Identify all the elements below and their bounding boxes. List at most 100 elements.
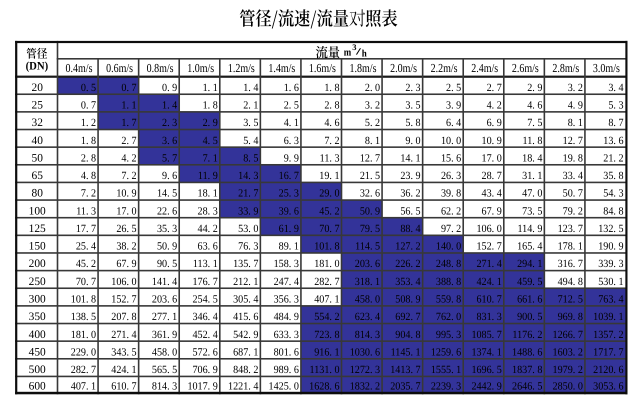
svg-text:2442. 9: 2442. 9 (471, 381, 502, 393)
svg-text:88. 4: 88. 4 (400, 223, 421, 235)
svg-text:67. 9: 67. 9 (116, 258, 137, 270)
svg-text:33. 9: 33. 9 (238, 205, 259, 217)
svg-text:400: 400 (29, 329, 46, 341)
svg-text:450: 450 (29, 346, 46, 358)
svg-text:11. 8: 11. 8 (523, 135, 543, 147)
svg-text:848. 2: 848. 2 (233, 364, 258, 376)
svg-text:271. 4: 271. 4 (477, 258, 503, 270)
svg-text:17. 7: 17. 7 (76, 223, 97, 235)
svg-text:70. 7: 70. 7 (76, 276, 97, 288)
svg-text:1603. 2: 1603. 2 (553, 346, 583, 358)
svg-text:2646. 5: 2646. 5 (512, 381, 543, 393)
svg-text:18. 4: 18. 4 (522, 152, 543, 164)
svg-text:203. 6: 203. 6 (152, 294, 178, 306)
svg-text:1.4m/s: 1.4m/s (268, 61, 295, 75)
svg-text:106. 0: 106. 0 (111, 276, 137, 288)
svg-text:150: 150 (29, 241, 46, 253)
svg-text:4. 8: 4. 8 (81, 170, 97, 182)
svg-text:97. 2: 97. 2 (441, 223, 461, 235)
svg-text:3. 4: 3. 4 (608, 82, 624, 94)
svg-text:38. 2: 38. 2 (116, 241, 136, 253)
svg-text:90. 5: 90. 5 (157, 258, 178, 270)
svg-text:21. 2: 21. 2 (603, 152, 623, 164)
svg-text:1628. 6: 1628. 6 (309, 381, 340, 393)
svg-text:190. 9: 190. 9 (598, 241, 624, 253)
svg-text:1221. 4: 1221. 4 (228, 381, 259, 393)
svg-text:50. 9: 50. 9 (360, 205, 381, 217)
svg-text:17. 0: 17. 0 (116, 205, 137, 217)
svg-text:1488. 6: 1488. 6 (512, 346, 543, 358)
svg-text:229. 0: 229. 0 (71, 346, 97, 358)
svg-text:1030. 6: 1030. 6 (350, 346, 381, 358)
svg-text:542. 9: 542. 9 (233, 329, 259, 341)
svg-text:350: 350 (29, 311, 46, 323)
svg-text:178. 1: 178. 1 (558, 241, 583, 253)
svg-text:9. 9: 9. 9 (284, 152, 300, 164)
svg-text:2850. 0: 2850. 0 (553, 381, 584, 393)
svg-text:508. 9: 508. 9 (395, 294, 421, 306)
svg-text:212. 1: 212. 1 (233, 276, 258, 288)
svg-text:356. 3: 356. 3 (274, 294, 300, 306)
svg-text:1145. 1: 1145. 1 (391, 346, 421, 358)
svg-text:762. 0: 762. 0 (436, 311, 462, 323)
svg-text:7. 5: 7. 5 (527, 117, 543, 129)
svg-text:300: 300 (29, 294, 46, 306)
svg-text:22. 6: 22. 6 (157, 205, 178, 217)
svg-text:79. 5: 79. 5 (360, 223, 381, 235)
svg-text:1176. 2: 1176. 2 (512, 329, 542, 341)
svg-text:32. 6: 32. 6 (360, 188, 381, 200)
svg-text:989. 6: 989. 6 (274, 364, 300, 376)
svg-text:12. 7: 12. 7 (563, 135, 584, 147)
svg-text:565. 5: 565. 5 (152, 364, 178, 376)
svg-text:801. 6: 801. 6 (274, 346, 300, 358)
svg-text:706. 9: 706. 9 (193, 364, 219, 376)
svg-text:101. 8: 101. 8 (314, 241, 340, 253)
svg-text:1.6m/s: 1.6m/s (309, 61, 336, 75)
svg-text:35. 3: 35. 3 (157, 223, 178, 235)
svg-text:4. 9: 4. 9 (568, 100, 584, 112)
svg-text:1. 1: 1. 1 (121, 100, 136, 112)
svg-text:723. 8: 723. 8 (314, 329, 340, 341)
svg-text:916. 1: 916. 1 (314, 346, 339, 358)
svg-text:1. 8: 1. 8 (203, 100, 219, 112)
svg-text:1832. 2: 1832. 2 (350, 381, 380, 393)
svg-text:1. 8: 1. 8 (324, 82, 340, 94)
svg-text:53. 0: 53. 0 (238, 223, 259, 235)
svg-text:763. 4: 763. 4 (598, 294, 624, 306)
svg-text:152. 7: 152. 7 (477, 241, 503, 253)
svg-text:1. 4: 1. 4 (243, 82, 259, 94)
svg-text:47. 0: 47. 0 (522, 188, 543, 200)
svg-text:1272. 3: 1272. 3 (350, 364, 381, 376)
svg-text:692. 7: 692. 7 (395, 311, 421, 323)
svg-text:623. 4: 623. 4 (355, 311, 381, 323)
svg-text:339. 3: 339. 3 (598, 258, 624, 270)
svg-text:4. 6: 4. 6 (527, 100, 543, 112)
svg-text:2035. 7: 2035. 7 (390, 381, 421, 393)
svg-text:50. 9: 50. 9 (157, 241, 178, 253)
svg-text:0.6m/s: 0.6m/s (106, 61, 133, 75)
svg-text:5. 8: 5. 8 (405, 117, 421, 129)
svg-text:2. 5: 2. 5 (284, 100, 300, 112)
svg-text:8. 7: 8. 7 (608, 117, 624, 129)
svg-text:2. 3: 2. 3 (405, 82, 421, 94)
svg-text:32: 32 (32, 117, 44, 129)
svg-text:9. 6: 9. 6 (162, 170, 178, 182)
svg-text:2. 8: 2. 8 (324, 100, 340, 112)
svg-text:54. 3: 54. 3 (603, 188, 624, 200)
svg-text:(DN): (DN) (26, 60, 49, 72)
svg-text:530. 1: 530. 1 (598, 276, 623, 288)
svg-text:2. 5: 2. 5 (446, 82, 462, 94)
svg-text:1017. 9: 1017. 9 (187, 381, 218, 393)
svg-text:2. 9: 2. 9 (203, 117, 219, 129)
svg-text:3.0m/s: 3.0m/s (593, 61, 620, 75)
svg-text:407. 1: 407. 1 (314, 294, 339, 306)
svg-text:10. 9: 10. 9 (116, 188, 137, 200)
svg-text:/: / (354, 48, 361, 58)
svg-text:207. 8: 207. 8 (111, 311, 137, 323)
svg-text:2239. 3: 2239. 3 (431, 381, 462, 393)
svg-text:1266. 7: 1266. 7 (553, 329, 584, 341)
svg-text:45. 2: 45. 2 (319, 205, 339, 217)
svg-text:89. 1: 89. 1 (279, 241, 299, 253)
svg-text:424. 1: 424. 1 (111, 364, 136, 376)
svg-text:123. 7: 123. 7 (558, 223, 584, 235)
